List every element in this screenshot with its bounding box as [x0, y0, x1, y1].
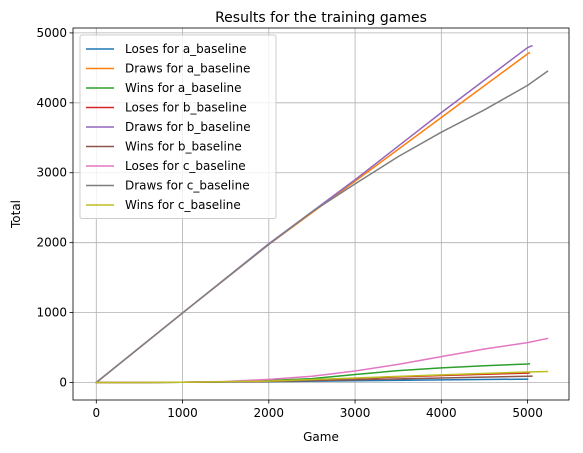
legend-entry-label: Draws for a_baseline [125, 62, 250, 76]
x-tick-label: 2000 [254, 406, 285, 420]
x-axis-label: Game [303, 430, 339, 444]
legend-entry-label: Loses for a_baseline [125, 42, 246, 56]
y-tick-label: 2000 [36, 236, 67, 250]
series-line-wins-for-c-baseline [95, 370, 549, 384]
y-tick-label: 0 [59, 376, 67, 390]
plot-frame [72, 27, 570, 401]
legend-box [79, 34, 277, 219]
y-axis-label: Total [9, 200, 23, 229]
legend-entry-label: Wins for b_baseline [125, 140, 242, 154]
y-tick-label: 4000 [36, 96, 67, 110]
legend-entry-label: Wins for a_baseline [125, 81, 242, 95]
series-lines [95, 44, 549, 384]
x-tick-label: 3000 [340, 406, 371, 420]
legend: Loses for a_baseline Draws for a_baseline… [79, 34, 277, 219]
y-tick-label: 1000 [36, 306, 67, 320]
axis-ticks: 0 1000 2000 3000 4000 5000 0 1000 2000 3000 4000 50… [36, 26, 542, 420]
y-tick-label: 5000 [36, 26, 67, 40]
legend-entry-label: Draws for b_baseline [125, 120, 251, 134]
legend-entry-label: Wins for c_baseline [125, 198, 241, 212]
x-tick-label: 1000 [167, 406, 198, 420]
legend-entry-label: Loses for b_baseline [125, 101, 247, 115]
x-tick-label: 0 [92, 406, 100, 420]
x-tick-label: 5000 [512, 406, 543, 420]
legend-entry-label: Loses for c_baseline [125, 159, 246, 173]
chart-title: Results for the training games [215, 10, 427, 26]
x-tick-label: 4000 [426, 406, 457, 420]
legend-entry-label: Draws for c_baseline [125, 179, 250, 193]
series-line-draws-for-c-baseline [95, 70, 549, 384]
y-tick-label: 3000 [36, 166, 67, 180]
